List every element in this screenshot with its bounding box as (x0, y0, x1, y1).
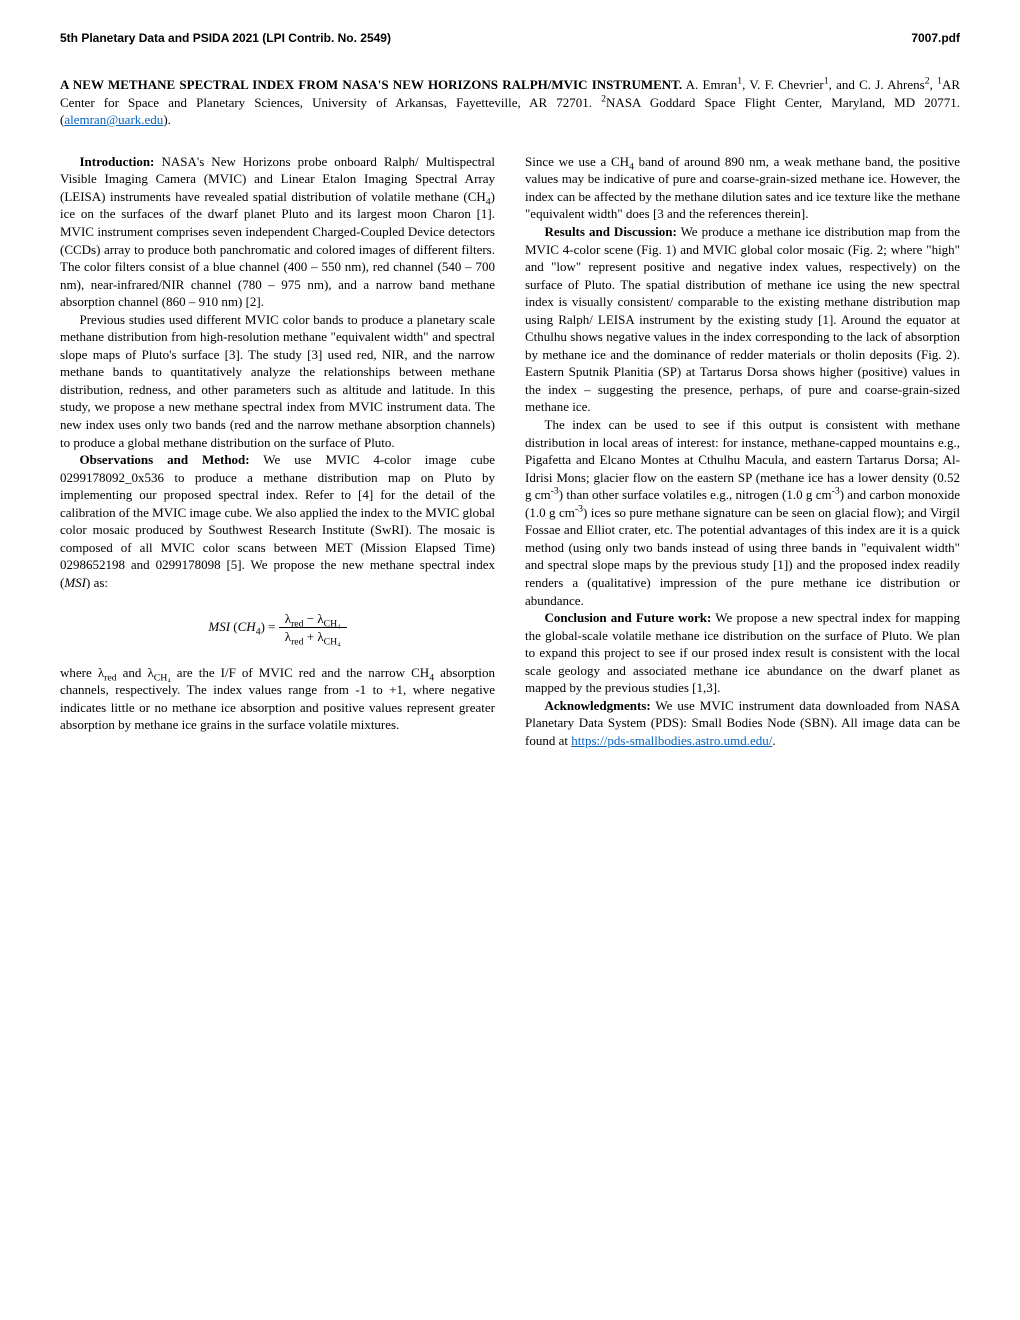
conclusion-paragraph: Conclusion and Future work: We propose a… (525, 609, 960, 697)
formula-denominator: λred + λCH₄ (279, 628, 347, 646)
right-para-1: Since we use a CH4 band of around 890 nm… (525, 153, 960, 223)
p3-b: ) than other surface volatiles e.g., nit… (559, 487, 832, 502)
header-left: 5th Planetary Data and PSIDA 2021 (LPI C… (60, 30, 391, 46)
authors-prefix: A. Emran (682, 77, 737, 92)
authors-mid2: , and C. J. Ahrens (829, 77, 925, 92)
index-usage-paragraph: The index can be used to see if this out… (525, 416, 960, 609)
where-paragraph: where λred and λCH₄ are the I/F of MVIC … (60, 664, 495, 734)
where-mid1: and λ (117, 665, 154, 680)
intro-text-2: ) ice on the surfaces of the dwarf plane… (60, 189, 495, 309)
msi-italic: MSI (64, 575, 86, 590)
where-prefix: where λ (60, 665, 104, 680)
formula-paren-close-eq: ) = (261, 619, 279, 634)
results-body: We produce a methane ice distribution ma… (525, 224, 960, 414)
num-minus: − λ (304, 611, 324, 626)
obs-text-1: We use MVIC 4-color image cube 029917809… (60, 452, 495, 590)
results-paragraph: Results and Discussion: We produce a met… (525, 223, 960, 416)
ack-heading: Acknowledgments: (545, 698, 651, 713)
where-mid2: are the I/F of MVIC red and the narrow C… (171, 665, 429, 680)
paper-title: A NEW METHANE SPECTRAL INDEX FROM NASA'S… (60, 77, 682, 92)
acknowledgments-paragraph: Acknowledgments: We use MVIC instrument … (525, 697, 960, 750)
den-plus: + λ (304, 629, 324, 644)
obs-text-2: ) as: (86, 575, 108, 590)
author-email-link[interactable]: alemran@uark.edu (64, 112, 163, 127)
conclusion-heading: Conclusion and Future work: (545, 610, 712, 625)
authors-mid3: , (930, 77, 938, 92)
ack-dot: . (772, 733, 775, 748)
results-heading: Results and Discussion: (545, 224, 677, 239)
formula-numerator: λred − λCH₄ (279, 610, 347, 629)
authors-mid1: , V. F. Chevrier (742, 77, 824, 92)
formula-ch: CH (238, 619, 256, 634)
p3-sup3: -3 (575, 503, 583, 514)
msi-formula: MSI (CH4) = λred − λCH₄ λred + λCH₄ (60, 610, 495, 646)
intro-heading: Introduction: (80, 154, 155, 169)
affil-3: ). (163, 112, 171, 127)
intro-paragraph: Introduction: NASA's New Horizons probe … (60, 153, 495, 311)
p3-sup2: -3 (832, 486, 840, 497)
observations-paragraph: Observations and Method: We use MVIC 4-c… (60, 451, 495, 591)
header-right: 7007.pdf (911, 30, 960, 46)
den-sub-red: red (291, 637, 303, 648)
den-sub-ch4: CH₄ (324, 637, 341, 648)
p3-sup1: -3 (551, 486, 559, 497)
formula-lhs-msi: MSI (208, 619, 230, 634)
prev-studies-paragraph: Previous studies used different MVIC col… (60, 311, 495, 451)
p3-d: ) ices so pure methane signature can be … (525, 505, 960, 608)
r1-text-a: Since we use a CH (525, 154, 629, 169)
right-column: Since we use a CH4 band of around 890 nm… (525, 153, 960, 750)
two-column-layout: Introduction: NASA's New Horizons probe … (60, 153, 960, 750)
formula-fraction: λred − λCH₄ λred + λCH₄ (279, 610, 347, 646)
observations-heading: Observations and Method: (80, 452, 250, 467)
formula-paren-open: ( (230, 619, 238, 634)
pds-link[interactable]: https://pds-smallbodies.astro.umd.edu/ (571, 733, 772, 748)
left-column: Introduction: NASA's New Horizons probe … (60, 153, 495, 750)
title-block: A NEW METHANE SPECTRAL INDEX FROM NASA'S… (60, 76, 960, 129)
running-header: 5th Planetary Data and PSIDA 2021 (LPI C… (60, 30, 960, 46)
